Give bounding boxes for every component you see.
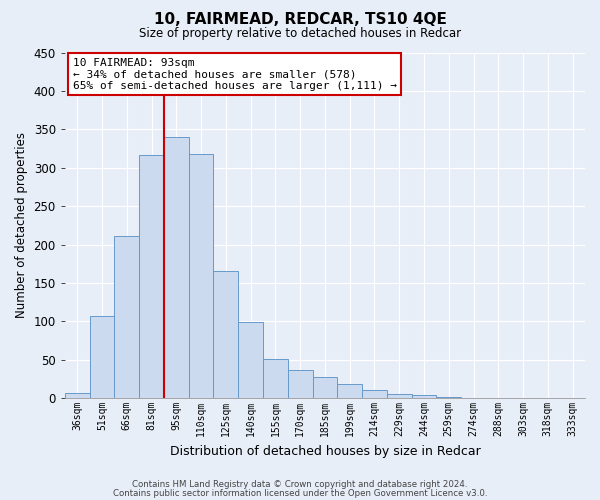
Text: Contains public sector information licensed under the Open Government Licence v3: Contains public sector information licen… [113,488,487,498]
Bar [139,154,164,398]
Bar [436,396,461,398]
Bar [89,316,115,398]
Text: Contains HM Land Registry data © Crown copyright and database right 2024.: Contains HM Land Registry data © Crown c… [132,480,468,489]
Bar [337,384,362,398]
Bar [412,395,436,398]
Bar [188,154,214,398]
Bar [214,272,238,398]
Bar [387,394,412,398]
Bar [65,393,89,398]
Bar [313,376,337,398]
Y-axis label: Number of detached properties: Number of detached properties [15,132,28,318]
Bar [164,137,188,398]
Bar [238,322,263,398]
Bar [362,390,387,398]
Text: Size of property relative to detached houses in Redcar: Size of property relative to detached ho… [139,28,461,40]
Bar [288,370,313,398]
Text: 10, FAIRMEAD, REDCAR, TS10 4QE: 10, FAIRMEAD, REDCAR, TS10 4QE [154,12,446,28]
X-axis label: Distribution of detached houses by size in Redcar: Distribution of detached houses by size … [170,444,480,458]
Bar [115,236,139,398]
Text: 10 FAIRMEAD: 93sqm
← 34% of detached houses are smaller (578)
65% of semi-detach: 10 FAIRMEAD: 93sqm ← 34% of detached hou… [73,58,397,91]
Bar [263,359,288,398]
